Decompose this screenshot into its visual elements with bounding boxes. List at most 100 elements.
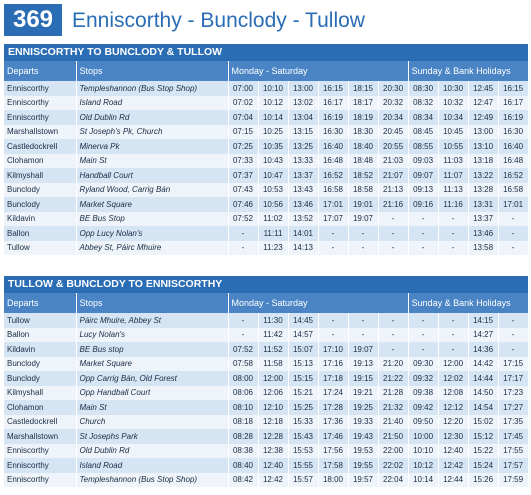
time-cell: -	[318, 313, 349, 328]
time-cell: -	[408, 240, 439, 255]
row: Enniscorthy Island Road 07:02 10:12 13:02 16:…	[4, 95, 529, 110]
time-cell: -	[408, 211, 439, 226]
time-cell: 19:15	[348, 371, 379, 386]
time-cell: 12:06	[258, 385, 289, 400]
time-cell: 11:16	[438, 197, 469, 212]
time-cell: 12:45	[468, 81, 499, 96]
time-cell: 11:13	[438, 182, 469, 197]
time-cell: 11:52	[258, 342, 289, 357]
time-cell: 16:58	[318, 182, 349, 197]
time-cell: 10:35	[258, 139, 289, 154]
time-cell: 10:10	[408, 443, 439, 458]
time-cell: 17:59	[498, 472, 529, 487]
time-cell: 16:19	[498, 110, 529, 125]
departs-cell: Enniscorthy	[4, 443, 77, 458]
timetable: TULLOW & BUNCLODY TO ENNISCORTHY Departs S…	[4, 276, 529, 487]
row: Bunclody Opp Carrig Bán, Old Forest 08:00 1…	[4, 371, 529, 386]
time-cell: 08:55	[408, 139, 439, 154]
row: Kilmyshall Handball Court 07:37 10:47 13:37 1…	[4, 168, 529, 183]
time-cell: -	[378, 240, 409, 255]
time-cell: -	[498, 313, 529, 328]
time-cell: 19:55	[348, 458, 379, 473]
time-cell: 16:52	[498, 168, 529, 183]
time-cell: 09:30	[408, 356, 439, 371]
time-cell: 13:37	[468, 211, 499, 226]
time-cell: 10:56	[258, 197, 289, 212]
time-cell: 12:00	[258, 371, 289, 386]
time-cell: -	[498, 211, 529, 226]
row: Bunclody Market Square 07:58 11:58 15:13 17:1…	[4, 356, 529, 371]
table: Departs Stops Monday - Saturday Sunday & Ba…	[4, 61, 529, 255]
time-cell: 12:49	[468, 110, 499, 125]
time-cell: 11:58	[258, 356, 289, 371]
time-cell: 17:01	[498, 197, 529, 212]
time-cell: 19:07	[348, 342, 379, 357]
column-header: Monday - Saturday	[228, 293, 409, 313]
time-cell: 20:55	[378, 139, 409, 154]
time-cell: 07:04	[228, 110, 259, 125]
time-cell: 12:28	[258, 429, 289, 444]
stop-cell: Opp Lucy Nolan's	[76, 226, 229, 241]
time-cell: 14:45	[288, 313, 319, 328]
time-cell: 08:18	[228, 414, 259, 429]
time-cell: 11:23	[258, 240, 289, 255]
row: Clohamon Main St 07:33 10:43 13:33 16:48 18:48…	[4, 153, 529, 168]
time-cell: 17:23	[498, 385, 529, 400]
column-header: Stops	[76, 293, 229, 313]
time-cell: 12:40	[438, 443, 469, 458]
time-cell: 10:00	[408, 429, 439, 444]
time-cell: 15:57	[288, 472, 319, 487]
time-cell: 13:52	[288, 211, 319, 226]
time-cell: -	[378, 211, 409, 226]
stop-cell: Old Dublin Rd	[76, 443, 229, 458]
time-cell: 17:01	[318, 197, 349, 212]
time-cell: 15:12	[468, 429, 499, 444]
time-cell: 13:28	[468, 182, 499, 197]
time-cell: 08:10	[228, 400, 259, 415]
time-cell: 10:34	[438, 110, 469, 125]
time-cell: 13:10	[468, 139, 499, 154]
time-cell: 17:16	[318, 356, 349, 371]
time-cell: 20:34	[378, 110, 409, 125]
time-cell: -	[318, 327, 349, 342]
stop-cell: Templeshannon (Bus Stop Shop)	[76, 472, 229, 487]
row: Castledockrell Minerva Pk 07:25 10:35 13:25 1…	[4, 139, 529, 154]
time-cell: 10:30	[438, 81, 469, 96]
time-cell: 16:40	[318, 139, 349, 154]
time-cell: 07:52	[228, 342, 259, 357]
time-cell: 10:43	[258, 153, 289, 168]
time-cell: 12:02	[438, 371, 469, 386]
time-cell: 17:10	[318, 342, 349, 357]
time-cell: 22:02	[378, 458, 409, 473]
stop-cell: Island Road	[76, 458, 229, 473]
time-cell: -	[438, 226, 469, 241]
time-cell: 17:24	[318, 385, 349, 400]
title: Enniscorthy - Bunclody - Tullow	[72, 9, 365, 32]
time-cell: 18:58	[348, 182, 379, 197]
time-cell: -	[408, 313, 439, 328]
header-row: Departs Stops Monday - Saturday Sunday & Ba…	[4, 61, 529, 81]
time-cell: 13:37	[288, 168, 319, 183]
time-cell: 17:18	[318, 371, 349, 386]
time-cell: 10:12	[258, 95, 289, 110]
time-cell: 08:42	[228, 472, 259, 487]
time-cell: 22:00	[378, 443, 409, 458]
time-cell: 17:17	[498, 371, 529, 386]
stop-cell: Church	[76, 414, 229, 429]
time-cell: 08:45	[408, 124, 439, 139]
departs-cell: Tullow	[4, 240, 77, 255]
time-cell: 10:55	[438, 139, 469, 154]
time-cell: 14:44	[468, 371, 499, 386]
time-cell: 14:15	[468, 313, 499, 328]
time-cell: 14:50	[468, 385, 499, 400]
time-cell: 14:27	[468, 327, 499, 342]
time-cell: 18:52	[348, 168, 379, 183]
time-cell: 13:31	[468, 197, 499, 212]
row: Enniscorthy Island Road 08:40 12:40 15:55 17:…	[4, 458, 529, 473]
time-cell: 13:15	[288, 124, 319, 139]
time-cell: -	[438, 211, 469, 226]
time-cell: -	[498, 240, 529, 255]
time-cell: 11:03	[438, 153, 469, 168]
time-cell: -	[498, 226, 529, 241]
